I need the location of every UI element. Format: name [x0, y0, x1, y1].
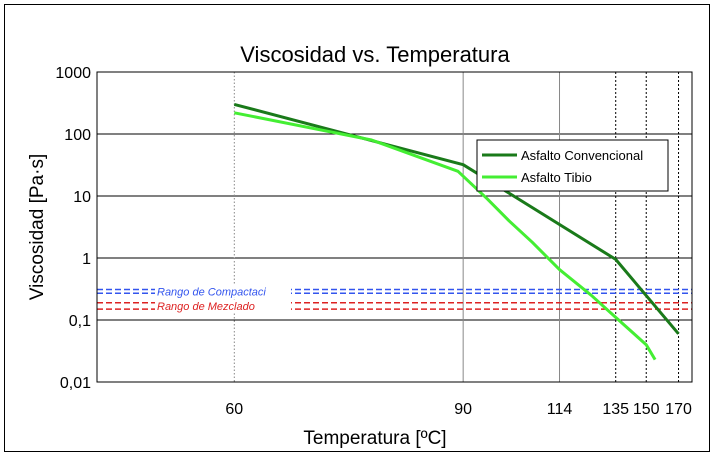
y-tick-label: 10	[73, 189, 91, 206]
series-line-convencional	[233, 102, 680, 335]
x-tick-label: 60	[225, 401, 243, 418]
x-axis-label: Temperatura [ºC]	[303, 428, 446, 449]
band-label-bg	[155, 299, 291, 312]
legend-box	[476, 139, 669, 192]
y-tick-label: 0,1	[69, 313, 91, 330]
band-label-bg	[155, 285, 291, 298]
chart-frame: Viscosidad vs. Temperatura Rango de Comp…	[4, 4, 710, 452]
x-tick-label: 114	[547, 401, 573, 418]
x-tick-label: 170	[665, 401, 692, 418]
legend: Asfalto Convencional Asfalto Tibio	[476, 139, 669, 192]
series-line-tibio	[234, 111, 657, 361]
band-label: Rango de Compactaci	[157, 286, 266, 298]
y-tick-label: 1000	[55, 65, 91, 82]
x-tick-labels: 60 90 114 135 150 170	[225, 401, 692, 418]
x-tick-label: 90	[454, 401, 472, 418]
grid-layer	[97, 71, 692, 383]
y-tick-label: 1	[82, 251, 91, 268]
x-tick-label: 150	[633, 401, 660, 418]
viscosity-chart: Viscosidad vs. Temperatura Rango de Comp…	[27, 42, 693, 449]
x-tick-label: 135	[602, 401, 629, 418]
y-tick-labels: 0,01 0,1 1 10 100 1000	[55, 65, 91, 392]
y-axis-label: Viscosidad [Pa·s]	[27, 154, 48, 300]
y-tick-label: 0,01	[60, 375, 91, 392]
band-layer: Rango de Compactaci Rango de Mezclado	[97, 285, 692, 313]
y-tick-label: 100	[64, 127, 91, 144]
legend-label-tibio: Asfalto Tibio	[521, 170, 592, 185]
legend-label-convencional: Asfalto Convencional	[521, 148, 643, 163]
plot-area-border	[96, 71, 693, 383]
chart-title: Viscosidad vs. Temperatura	[240, 42, 510, 67]
series-layer	[233, 102, 680, 361]
band-label: Rango de Mezclado	[157, 301, 255, 313]
